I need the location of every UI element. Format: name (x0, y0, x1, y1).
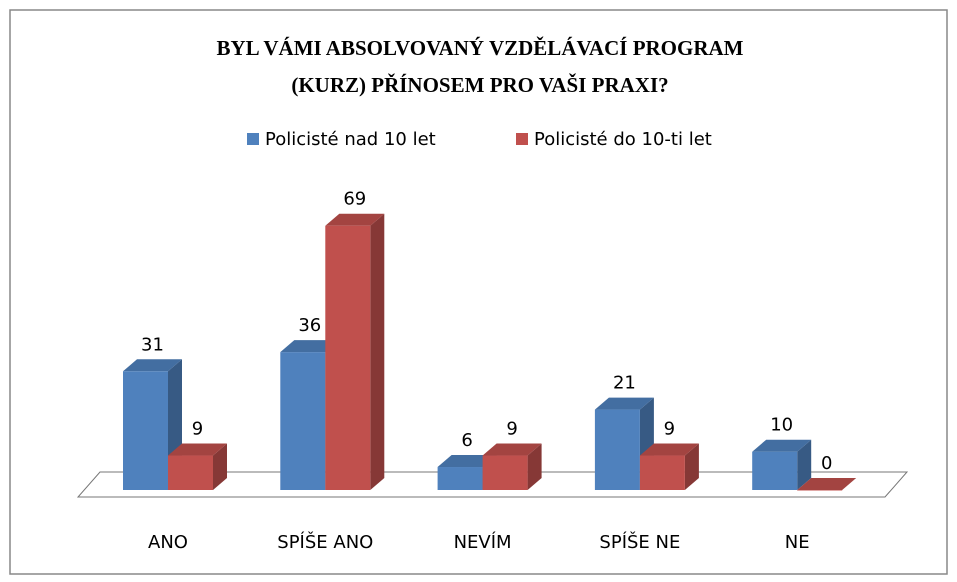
bar-front (168, 455, 213, 490)
bar-top (639, 443, 699, 456)
bar-top (168, 443, 227, 456)
chart-title: (KURZ) PŘÍNOSEM PRO VAŠI PRAXI? (291, 73, 668, 97)
bar-front (437, 467, 483, 490)
bar-side (527, 443, 542, 490)
x-tick-label: SPÍŠE ANO (277, 531, 373, 553)
data-label: 21 (613, 373, 636, 394)
data-label: 9 (506, 419, 517, 440)
legend-swatch (247, 133, 259, 145)
bar-side (684, 443, 699, 490)
bar-top (123, 359, 182, 372)
bar (168, 443, 227, 490)
bar (482, 443, 542, 490)
bar-front (482, 455, 528, 490)
data-label: 10 (770, 415, 793, 436)
legend-label: Policisté nad 10 let (265, 129, 436, 150)
bar (325, 213, 385, 491)
chart-title: BYL VÁMI ABSOLVOVANÝ VZDĚLÁVACÍ PROGRAM (216, 36, 743, 60)
bar-front (797, 490, 843, 491)
bar-top (752, 439, 812, 452)
bar (639, 443, 699, 490)
bar-top (797, 478, 857, 490)
bar (752, 439, 812, 490)
data-label: 6 (461, 430, 472, 451)
bar-top (325, 213, 385, 226)
x-tick-label: SPÍŠE NE (599, 531, 680, 553)
bar-top (437, 455, 497, 468)
bar-side (370, 213, 385, 491)
bar-front (594, 409, 640, 490)
data-label: 69 (343, 189, 366, 210)
bar-front (639, 455, 685, 490)
data-label: 31 (141, 334, 164, 355)
legend-label: Policisté do 10-ti let (534, 129, 712, 150)
x-tick-label: NE (785, 532, 810, 553)
bar-front (752, 451, 798, 490)
data-label: 0 (821, 453, 832, 474)
bar-side (797, 439, 812, 490)
bar-front (280, 352, 326, 490)
bar-side (213, 443, 227, 490)
x-tick-label: ANO (148, 532, 188, 553)
bar-front (325, 225, 371, 491)
data-label: 36 (298, 315, 321, 336)
bar-front (123, 371, 168, 490)
data-label: 9 (664, 419, 675, 440)
bar-top (594, 397, 654, 410)
bar (797, 478, 857, 491)
data-label: 9 (192, 419, 203, 440)
x-tick-label: NEVÍM (454, 531, 512, 553)
bar-top (280, 340, 340, 353)
bar-top (482, 443, 542, 456)
legend-swatch (516, 133, 528, 145)
